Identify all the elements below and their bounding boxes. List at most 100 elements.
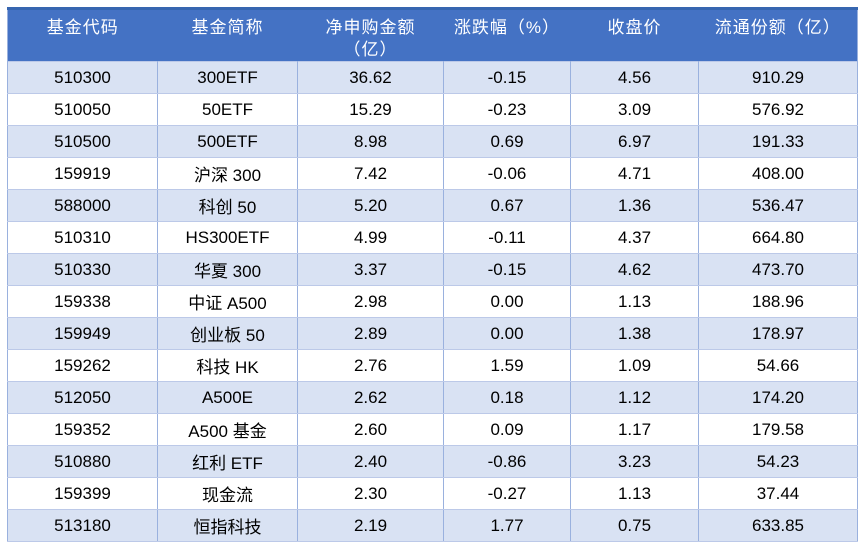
cell-float-shares: 191.33 — [698, 125, 858, 158]
header-row: 基金代码 基金简称 净申购金额 （亿） 涨跌幅（%） 收盘价 — [7, 8, 858, 62]
col-header-close-price: 收盘价 — [570, 8, 699, 62]
cell-close-price: 4.71 — [570, 157, 699, 190]
table-row: 159399 现金流 2.30 -0.27 1.13 37.44 — [7, 477, 858, 510]
cell-close-price: 3.23 — [570, 445, 699, 478]
col-header-label: 基金简称 — [191, 18, 264, 37]
cell-float-shares: 408.00 — [698, 157, 858, 190]
table-row: 510310 HS300ETF 4.99 -0.11 4.37 664.80 — [7, 221, 858, 254]
cell-float-shares: 37.44 — [698, 477, 858, 510]
table-row: 512050 A500E 2.62 0.18 1.12 174.20 — [7, 381, 858, 414]
table-row: 510500 500ETF 8.98 0.69 6.97 191.33 — [7, 125, 858, 158]
table-row: 510330 华夏 300 3.37 -0.15 4.62 473.70 — [7, 253, 858, 286]
cell-float-shares: 910.29 — [698, 61, 858, 94]
cell-close-price: 4.62 — [570, 253, 699, 286]
cell-close-price: 1.17 — [570, 413, 699, 446]
col-header-label: 基金代码 — [46, 18, 119, 37]
cell-net-subscription: 2.60 — [297, 413, 444, 446]
cell-fund-name: 科创 50 — [157, 189, 298, 222]
cell-net-subscription: 2.76 — [297, 349, 444, 382]
cell-fund-name: 红利 ETF — [157, 445, 298, 478]
cell-net-subscription: 36.62 — [297, 61, 444, 94]
cell-fund-code: 159338 — [7, 285, 158, 318]
cell-net-subscription: 8.98 — [297, 125, 444, 158]
table-row: 159949 创业板 50 2.89 0.00 1.38 178.97 — [7, 317, 858, 350]
cell-close-price: 1.09 — [570, 349, 699, 382]
table-row: 159262 科技 HK 2.76 1.59 1.09 54.66 — [7, 349, 858, 382]
cell-fund-name: 500ETF — [157, 125, 298, 158]
cell-fund-name: HS300ETF — [157, 221, 298, 254]
cell-change-pct: -0.06 — [443, 157, 571, 190]
cell-fund-code: 159262 — [7, 349, 158, 382]
cell-fund-name: 现金流 — [157, 477, 298, 510]
cell-change-pct: 0.18 — [443, 381, 571, 414]
cell-net-subscription: 2.98 — [297, 285, 444, 318]
cell-net-subscription: 15.29 — [297, 93, 444, 126]
cell-close-price: 4.56 — [570, 61, 699, 94]
cell-net-subscription: 3.37 — [297, 253, 444, 286]
cell-fund-code: 510880 — [7, 445, 158, 478]
cell-float-shares: 633.85 — [698, 509, 858, 542]
cell-fund-name: 科技 HK — [157, 349, 298, 382]
cell-change-pct: 0.67 — [443, 189, 571, 222]
table-row: 510050 50ETF 15.29 -0.23 3.09 576.92 — [7, 93, 858, 126]
cell-fund-code: 510050 — [7, 93, 158, 126]
cell-float-shares: 576.92 — [698, 93, 858, 126]
cell-change-pct: -0.15 — [443, 61, 571, 94]
cell-net-subscription: 2.19 — [297, 509, 444, 542]
cell-float-shares: 54.66 — [698, 349, 858, 382]
cell-change-pct: 0.00 — [443, 317, 571, 350]
cell-change-pct: 0.00 — [443, 285, 571, 318]
cell-fund-code: 159949 — [7, 317, 158, 350]
cell-net-subscription: 4.99 — [297, 221, 444, 254]
cell-change-pct: -0.11 — [443, 221, 571, 254]
cell-close-price: 4.37 — [570, 221, 699, 254]
cell-close-price: 1.13 — [570, 477, 699, 510]
cell-close-price: 1.38 — [570, 317, 699, 350]
col-header-fund-code: 基金代码 — [7, 8, 158, 62]
col-header-label: 流通份额（亿） — [714, 18, 841, 37]
cell-net-subscription: 2.30 — [297, 477, 444, 510]
cell-change-pct: 1.77 — [443, 509, 571, 542]
cell-close-price: 0.75 — [570, 509, 699, 542]
cell-net-subscription: 2.62 — [297, 381, 444, 414]
cell-close-price: 3.09 — [570, 93, 699, 126]
cell-fund-code: 512050 — [7, 381, 158, 414]
cell-fund-code: 510500 — [7, 125, 158, 158]
col-header-label-line2: （亿） — [343, 40, 398, 59]
cell-fund-name: A500 基金 — [157, 413, 298, 446]
cell-change-pct: -0.86 — [443, 445, 571, 478]
col-header-label: 净申购金额 — [325, 18, 416, 37]
cell-close-price: 1.36 — [570, 189, 699, 222]
cell-change-pct: 1.59 — [443, 349, 571, 382]
fund-flow-table: 基金代码 基金简称 净申购金额 （亿） 涨跌幅（%） 收盘价 — [7, 7, 858, 542]
cell-float-shares: 188.96 — [698, 285, 858, 318]
cell-float-shares: 179.58 — [698, 413, 858, 446]
cell-fund-name: 300ETF — [157, 61, 298, 94]
cell-fund-code: 588000 — [7, 189, 158, 222]
cell-fund-name: 沪深 300 — [157, 157, 298, 190]
col-header-label: 涨跌幅（%） — [453, 18, 561, 37]
cell-net-subscription: 5.20 — [297, 189, 444, 222]
cell-fund-name: 创业板 50 — [157, 317, 298, 350]
cell-float-shares: 536.47 — [698, 189, 858, 222]
cell-float-shares: 174.20 — [698, 381, 858, 414]
cell-change-pct: -0.23 — [443, 93, 571, 126]
cell-change-pct: -0.27 — [443, 477, 571, 510]
table-row: 510880 红利 ETF 2.40 -0.86 3.23 54.23 — [7, 445, 858, 478]
cell-fund-name: 中证 A500 — [157, 285, 298, 318]
cell-change-pct: 0.69 — [443, 125, 571, 158]
cell-fund-name: A500E — [157, 381, 298, 414]
cell-fund-code: 510330 — [7, 253, 158, 286]
table-row: 513180 恒指科技 2.19 1.77 0.75 633.85 — [7, 509, 858, 542]
cell-fund-code: 159399 — [7, 477, 158, 510]
table-row: 510300 300ETF 36.62 -0.15 4.56 910.29 — [7, 61, 858, 94]
col-header-fund-name: 基金简称 — [157, 8, 298, 62]
cell-fund-code: 510310 — [7, 221, 158, 254]
cell-fund-code: 513180 — [7, 509, 158, 542]
cell-close-price: 6.97 — [570, 125, 699, 158]
col-header-label: 收盘价 — [607, 18, 662, 37]
cell-close-price: 1.13 — [570, 285, 699, 318]
cell-fund-name: 50ETF — [157, 93, 298, 126]
table-row: 159352 A500 基金 2.60 0.09 1.17 179.58 — [7, 413, 858, 446]
